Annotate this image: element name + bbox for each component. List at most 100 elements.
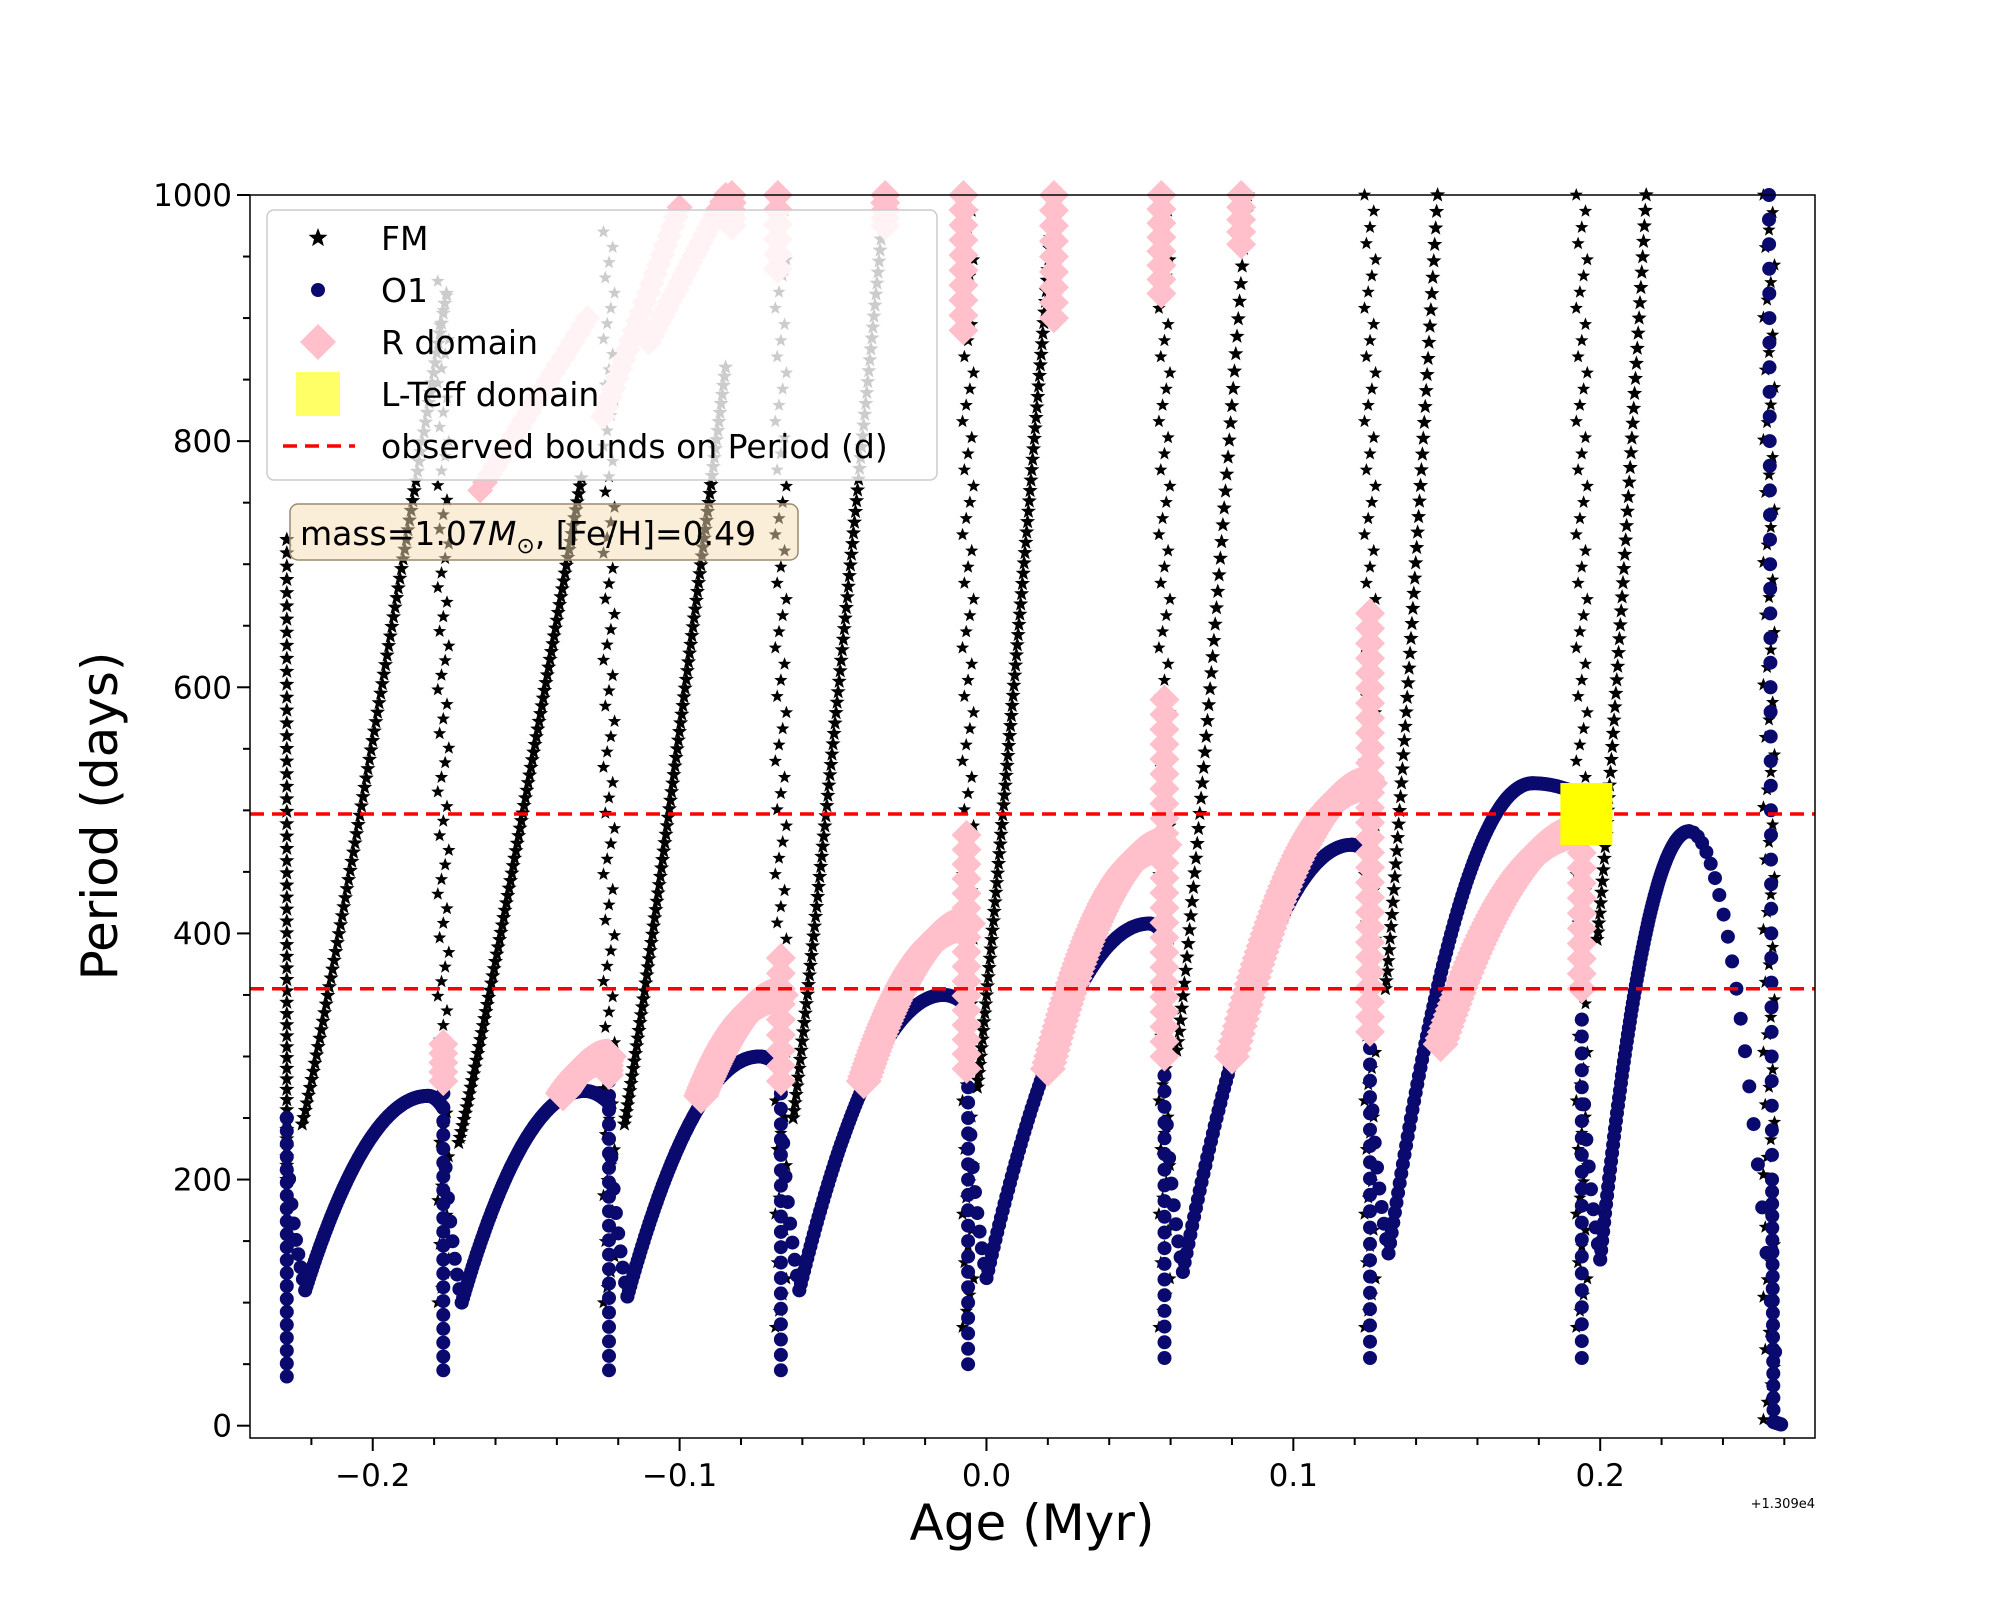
fm-point bbox=[279, 611, 295, 626]
o1-point bbox=[961, 1172, 976, 1187]
fm-point bbox=[553, 588, 569, 604]
fm-point bbox=[1034, 335, 1050, 351]
fm-point bbox=[970, 1072, 986, 1087]
fm-point bbox=[790, 1069, 806, 1084]
fm-point bbox=[1156, 511, 1170, 525]
fm-point bbox=[840, 578, 856, 593]
fm-point bbox=[1152, 527, 1166, 541]
fm-point bbox=[279, 971, 295, 987]
o1-point bbox=[1764, 975, 1779, 990]
fm-point bbox=[801, 967, 818, 982]
fm-point bbox=[1003, 707, 1019, 723]
fm-point bbox=[664, 783, 680, 799]
o1-point bbox=[282, 1171, 297, 1186]
fm-point bbox=[799, 986, 816, 1001]
o1-point bbox=[1372, 1181, 1387, 1196]
fm-point bbox=[1429, 203, 1445, 218]
fm-point bbox=[963, 608, 977, 622]
o1-point bbox=[602, 1131, 616, 1146]
fm-point bbox=[1173, 1012, 1189, 1027]
r-domain-point bbox=[1038, 272, 1069, 303]
fm-point bbox=[1577, 721, 1591, 735]
fm-point bbox=[355, 788, 371, 804]
fm-point bbox=[1002, 717, 1019, 733]
o1-point bbox=[773, 1224, 788, 1239]
o1-point bbox=[438, 1160, 453, 1175]
fm-point bbox=[466, 1066, 482, 1081]
fm-point bbox=[604, 729, 618, 743]
fm-point bbox=[1404, 615, 1420, 631]
fm-point bbox=[691, 574, 707, 590]
o1-point bbox=[1574, 1029, 1589, 1044]
fm-point bbox=[1025, 451, 1041, 466]
fm-point bbox=[972, 1056, 988, 1072]
fm-point bbox=[279, 584, 295, 600]
fm-point bbox=[279, 624, 295, 639]
fm-point bbox=[1610, 658, 1626, 673]
o1-point bbox=[963, 1127, 978, 1142]
fm-point bbox=[1578, 317, 1593, 331]
fm-point bbox=[826, 725, 842, 740]
fm-point bbox=[321, 978, 337, 994]
fm-point bbox=[703, 476, 719, 492]
o1-point bbox=[970, 1206, 985, 1221]
fm-point bbox=[431, 580, 445, 594]
fm-point bbox=[975, 1022, 991, 1038]
fm-point bbox=[279, 663, 295, 678]
fm-point bbox=[541, 659, 557, 674]
o1-point bbox=[1765, 1269, 1780, 1284]
fm-point bbox=[347, 835, 363, 850]
fm-point bbox=[1014, 575, 1031, 591]
o1-point bbox=[1363, 1302, 1377, 1317]
fm-point bbox=[1605, 725, 1621, 740]
fm-point bbox=[1616, 560, 1632, 576]
o1-point bbox=[279, 1149, 294, 1164]
fm-point bbox=[1386, 881, 1402, 897]
fm-point bbox=[522, 767, 538, 782]
fm-point bbox=[1636, 218, 1652, 233]
o1-point bbox=[450, 1267, 465, 1282]
o1-point bbox=[974, 1241, 989, 1256]
o1-point bbox=[1763, 631, 1778, 645]
fm-point bbox=[1571, 236, 1585, 250]
fm-point bbox=[513, 812, 529, 828]
fm-point bbox=[661, 800, 677, 816]
fm-point bbox=[1569, 414, 1583, 428]
fm-point bbox=[1363, 220, 1377, 233]
o1-point bbox=[1746, 1117, 1761, 1132]
fm-point bbox=[1627, 385, 1643, 400]
fm-point bbox=[279, 1081, 295, 1096]
fm-point bbox=[1210, 583, 1226, 598]
fm-point bbox=[834, 641, 850, 657]
o1-point bbox=[279, 1356, 294, 1371]
fm-point bbox=[1161, 543, 1175, 557]
fm-point bbox=[1394, 761, 1411, 776]
fm-point bbox=[989, 874, 1005, 890]
x-tick-label: −0.1 bbox=[642, 1458, 717, 1494]
y-tick-label: 0 bbox=[212, 1409, 232, 1445]
o1-point bbox=[773, 1286, 788, 1301]
fm-point bbox=[789, 1078, 805, 1093]
o1-point bbox=[1157, 1351, 1172, 1365]
fm-point bbox=[554, 581, 570, 596]
fm-point bbox=[496, 909, 512, 925]
fm-point bbox=[1023, 472, 1039, 487]
fm-point bbox=[279, 1091, 295, 1107]
fm-point bbox=[772, 737, 786, 751]
fm-point bbox=[1169, 1042, 1185, 1057]
r-domain-point bbox=[948, 315, 979, 346]
fm-point bbox=[659, 817, 675, 833]
fm-point bbox=[662, 792, 679, 807]
fm-point bbox=[1367, 204, 1381, 217]
fm-point bbox=[768, 754, 782, 767]
o1-point bbox=[1763, 778, 1778, 793]
o1-point bbox=[961, 1249, 976, 1264]
fm-point bbox=[677, 680, 693, 695]
fm-point bbox=[798, 995, 815, 1011]
fm-point bbox=[819, 797, 835, 813]
o1-point bbox=[1381, 1246, 1396, 1261]
fm-point bbox=[279, 840, 295, 855]
fm-point bbox=[969, 1079, 985, 1094]
fm-point bbox=[436, 1018, 450, 1031]
fm-point bbox=[1000, 747, 1016, 762]
